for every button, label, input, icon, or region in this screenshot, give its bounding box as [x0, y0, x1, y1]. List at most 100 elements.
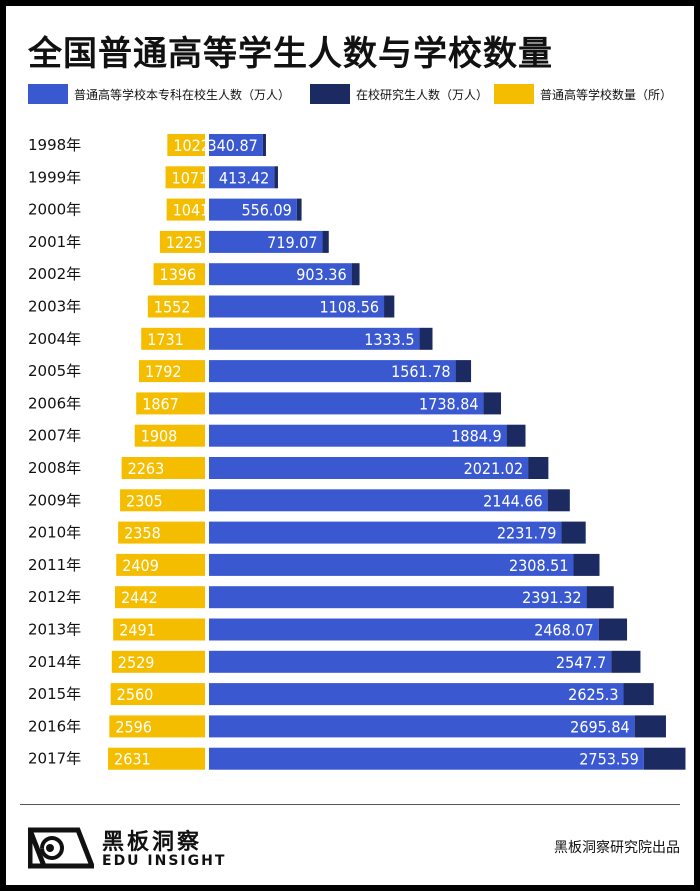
undergrad-bar	[209, 618, 599, 641]
year-label: 2008年	[28, 459, 81, 477]
year-label: 2001年	[28, 233, 81, 251]
school-count-label: 1867	[142, 394, 179, 413]
undergrad-bar	[209, 327, 420, 350]
year-label: 2016年	[28, 717, 81, 735]
undergrad-label: 2468.07	[534, 621, 594, 640]
undergrad-label: 1333.5	[364, 330, 414, 349]
undergrad-bar	[209, 715, 635, 738]
undergrad-bar	[209, 747, 644, 770]
brand-name-en: EDU INSIGHT	[102, 853, 227, 869]
graduate-bar	[296, 198, 302, 221]
undergrad-bar	[209, 392, 484, 415]
undergrad-bar	[209, 489, 548, 512]
undergrad-bar	[209, 230, 323, 253]
year-label: 2007年	[28, 427, 81, 445]
brand-name-cn: 黑板洞察	[102, 830, 203, 855]
school-count-bar	[113, 618, 205, 641]
undergrad-label: 1884.9	[451, 427, 501, 446]
year-label: 2014年	[28, 653, 81, 671]
legend-label-graduate: 在校研究生人数（万人）	[356, 87, 489, 102]
year-label: 2005年	[28, 362, 81, 380]
undergrad-label: 1561.78	[391, 362, 451, 381]
undergrad-bar	[209, 424, 507, 447]
school-count-bar	[111, 650, 205, 673]
school-count-label: 1396	[160, 265, 197, 284]
undergrad-bar	[209, 457, 529, 479]
year-label: 2002年	[28, 265, 81, 283]
school-count-label: 1731	[147, 330, 184, 349]
undergrad-label: 2021.02	[464, 459, 524, 478]
undergrad-bar	[209, 134, 263, 156]
school-count-label: 2442	[121, 588, 158, 607]
undergrad-bar	[209, 263, 352, 286]
brand-logo: 黑板洞察 EDU INSIGHT	[28, 824, 224, 874]
undergrad-label: 2695.84	[570, 717, 630, 736]
chart-legend: 普通高等学校本专科在校生人数（万人） 在校研究生人数（万人） 普通高等学校数量（…	[28, 82, 688, 106]
school-count-bar	[116, 553, 205, 576]
graduate-bar	[634, 715, 666, 738]
year-label: 2010年	[28, 524, 81, 542]
graduate-bar	[483, 392, 502, 415]
graduate-bar	[561, 521, 586, 544]
undergrad-label: 2231.79	[497, 524, 557, 543]
undergrad-label: 2547.7	[556, 653, 606, 672]
undergrad-label: 2753.59	[579, 750, 639, 769]
school-count-label: 2560	[117, 685, 154, 704]
school-count-bar	[120, 489, 205, 512]
graduate-bar	[274, 166, 278, 189]
legend-label-undergrad: 普通高等学校本专科在校生人数（万人）	[74, 87, 291, 102]
undergrad-bar	[209, 521, 562, 544]
year-label: 2009年	[28, 491, 81, 509]
undergrad-label: 413.42	[219, 168, 269, 187]
legend-swatch-undergrad	[28, 84, 68, 104]
school-count-label: 2631	[114, 750, 151, 769]
school-count-bar	[147, 295, 205, 318]
school-count-bar	[134, 424, 205, 447]
graduate-bar	[573, 553, 600, 576]
undergrad-label: 1738.84	[419, 394, 479, 413]
graduate-bar	[643, 747, 686, 770]
undergrad-bar	[209, 295, 385, 318]
school-count-bar	[118, 521, 205, 544]
undergrad-label: 2391.32	[522, 588, 582, 607]
school-count-bar	[110, 683, 205, 706]
undergrad-label: 556.09	[241, 201, 291, 220]
school-count-bar	[141, 327, 205, 350]
undergrad-label: 340.87	[207, 136, 257, 155]
school-count-bar	[167, 134, 205, 156]
year-label: 2012年	[28, 588, 81, 606]
school-count-label: 1022	[173, 136, 210, 155]
year-label: 2011年	[28, 556, 81, 574]
chart-title: 全国普通高等学生人数与学校数量	[28, 34, 553, 74]
school-count-bar	[136, 392, 205, 415]
year-label: 1999年	[28, 168, 81, 186]
undergrad-label: 1108.56	[320, 298, 380, 317]
undergrad-label: 903.36	[296, 265, 346, 284]
year-label: 2003年	[28, 298, 81, 316]
undergrad-bar	[209, 553, 574, 576]
school-count-label: 2529	[118, 653, 155, 672]
undergrad-bar	[209, 683, 624, 706]
legend-swatch-graduate	[310, 84, 350, 104]
legend-swatch-schools	[494, 84, 534, 104]
school-count-label: 1908	[141, 427, 178, 446]
graduate-bar	[384, 295, 395, 318]
school-count-bar	[159, 230, 205, 253]
graduate-bar	[506, 424, 526, 447]
source-credit: 黑板洞察研究院出品	[554, 840, 680, 856]
graduate-bar	[528, 457, 549, 479]
school-count-label: 1071	[172, 168, 209, 187]
school-count-label: 2305	[126, 491, 163, 510]
graduate-bar	[611, 650, 641, 673]
graduate-bar	[419, 327, 433, 350]
year-label: 2000年	[28, 201, 81, 219]
graduate-bar	[547, 489, 570, 512]
footer-divider	[20, 804, 680, 805]
undergrad-bar	[209, 198, 297, 221]
undergrad-label: 2308.51	[509, 556, 569, 575]
year-label: 2013年	[28, 621, 81, 639]
undergrad-label: 2144.66	[483, 491, 543, 510]
school-count-label: 2409	[122, 556, 159, 575]
school-count-label: 1792	[145, 362, 182, 381]
